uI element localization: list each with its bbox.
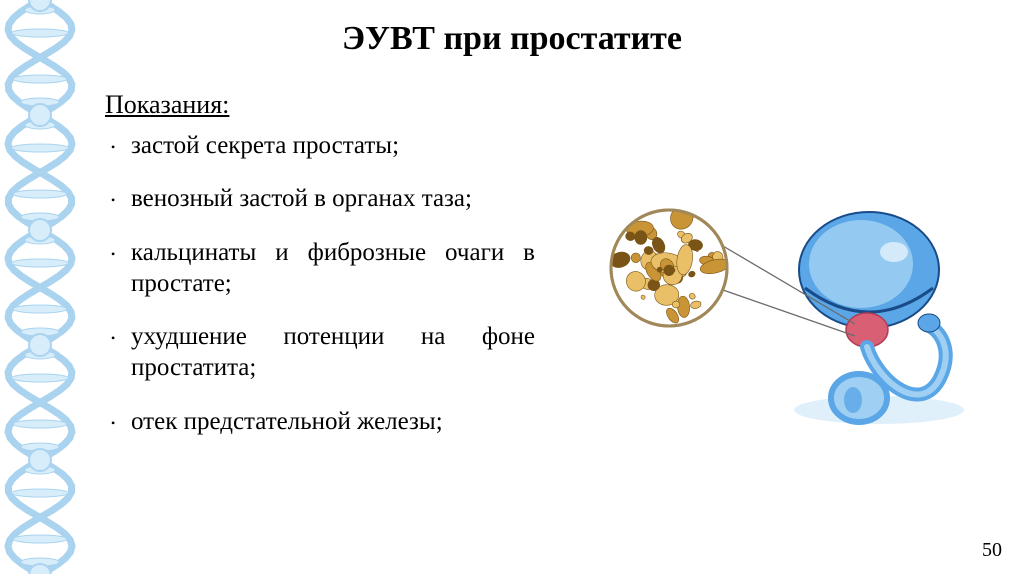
anatomy-illustration [589,180,969,440]
list-item: кальцинаты и фиброзные очаги в простате; [105,237,535,300]
list-item: ухудшение потенции на фоне простатита; [105,321,535,384]
list-item: венозный застой в органах таза; [105,183,535,214]
indications-heading: Показания: [105,90,535,120]
page-number: 50 [982,539,1002,562]
list-item: застой секрета простаты; [105,130,535,161]
indications-list: застой секрета простаты; венозный застой… [105,130,535,437]
dna-decoration [0,0,90,574]
slide-title: ЭУВТ при простатите [0,20,1024,58]
content-block: Показания: застой секрета простаты; вено… [105,90,535,459]
list-item: отек предстательной железы; [105,406,535,437]
